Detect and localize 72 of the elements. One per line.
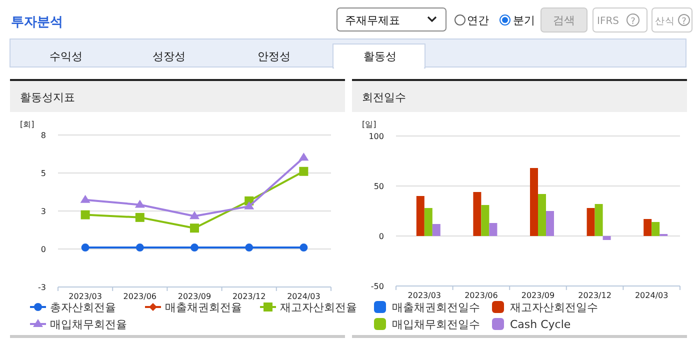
legend-label: 재고자산회전율 [280, 301, 357, 314]
x-tick-label: 2023/03 [408, 291, 442, 300]
bar [473, 192, 482, 236]
x-tick-label: 2024/03 [634, 291, 668, 300]
text: 수익성 [50, 50, 82, 63]
bar [602, 236, 611, 240]
text: ? [682, 17, 687, 27]
point [300, 244, 308, 252]
y-tick-label: 0 [378, 232, 384, 241]
legend-label: Cash Cycle [510, 318, 571, 331]
x-tick-label: 2023/06 [123, 292, 157, 301]
y-tick-label: 8 [40, 131, 46, 140]
bar [530, 168, 538, 236]
text: IFRS [597, 16, 619, 27]
point [80, 194, 90, 203]
x-tick-label: 2023/12 [578, 291, 612, 300]
text: 연간 [467, 14, 489, 27]
bar [586, 208, 595, 236]
point [190, 244, 198, 252]
y-axis-title: [회] [20, 120, 34, 129]
y-tick-label: 100 [368, 132, 384, 141]
bar [416, 196, 424, 236]
x-tick-label: 2023/09 [178, 292, 212, 301]
legend-label: 매입채무회전율 [50, 318, 127, 331]
point [134, 200, 145, 208]
text: 투자분석 [11, 15, 63, 30]
point [81, 244, 90, 252]
text: 안정성 [258, 50, 290, 63]
legend-label: 매출채권회전일수 [392, 301, 480, 314]
bar [424, 208, 432, 236]
text: 활동성 [364, 50, 396, 63]
chart-title: 활동성지표 [20, 91, 75, 104]
x-tick-label: 2023/12 [232, 292, 266, 301]
x-tick-label: 2023/09 [521, 291, 555, 300]
legend-label: 매출채권회전율 [165, 301, 242, 314]
x-tick-label: 2024/03 [287, 292, 320, 301]
text: 산식 [655, 16, 675, 27]
point [190, 224, 199, 233]
text: 주재무제표 [345, 14, 400, 27]
point [80, 210, 90, 220]
point [244, 201, 254, 210]
text: 분기 [513, 14, 535, 27]
bar [432, 224, 440, 236]
bar [481, 205, 490, 236]
chart-title: 회전일수 [362, 91, 406, 104]
text: 검색 [553, 14, 575, 27]
bar [644, 219, 652, 236]
text: 성장성 [152, 50, 186, 63]
point [135, 212, 144, 222]
point [136, 244, 144, 252]
point [190, 211, 200, 220]
point [245, 244, 254, 252]
legend-label: 총자산회전율 [50, 301, 116, 314]
text: ? [630, 17, 636, 27]
legend-label: 재고자산회전일수 [510, 301, 598, 314]
y-tick-label: -3 [38, 283, 46, 292]
y-axis-title: [일] [362, 120, 376, 129]
x-tick-label: 2023/06 [464, 291, 498, 300]
point [299, 166, 308, 176]
bar [489, 223, 498, 236]
bar [538, 194, 546, 236]
bar [652, 222, 660, 236]
y-tick-label: -50 [370, 282, 384, 291]
point [298, 152, 309, 161]
bar [594, 204, 603, 236]
y-tick-label: 0 [40, 245, 46, 254]
bar [546, 211, 554, 236]
legend-label: 매입채무회전일수 [392, 318, 480, 331]
y-tick-label: 50 [374, 182, 384, 191]
x-tick-label: 2023/03 [68, 292, 102, 301]
y-tick-label: 5 [40, 169, 46, 178]
y-tick-label: 3 [40, 207, 46, 216]
